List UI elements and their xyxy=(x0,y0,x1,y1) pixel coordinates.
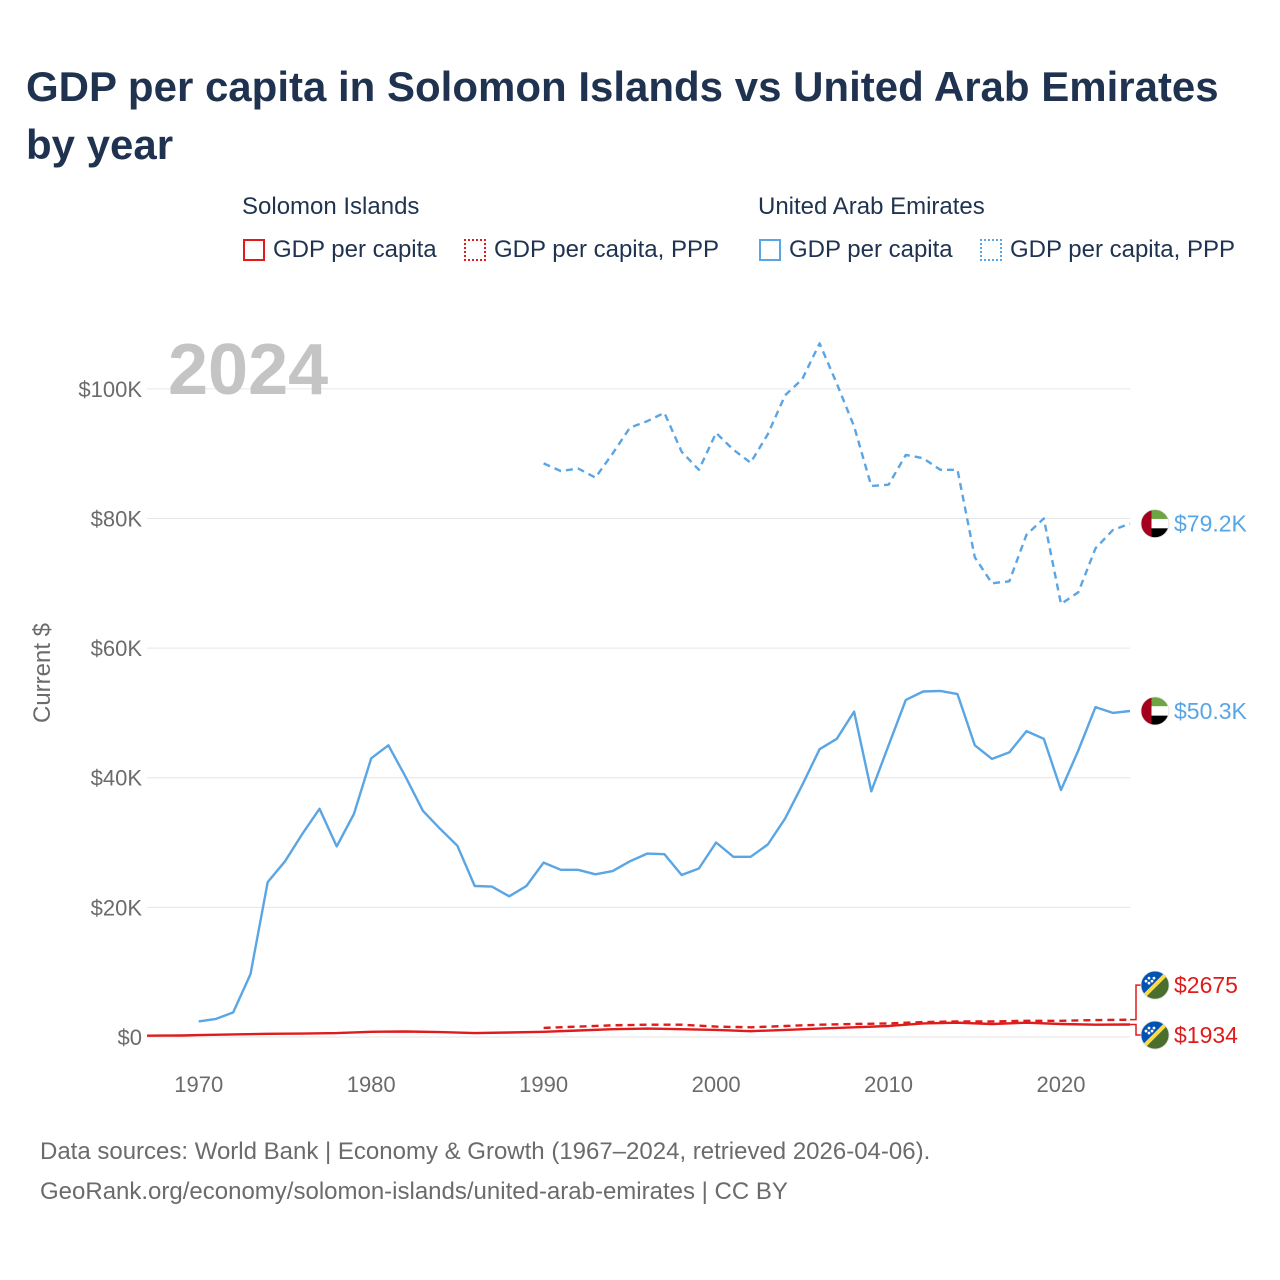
legend-item-solomon-gdp-ppp[interactable]: GDP per capita, PPP xyxy=(464,234,719,266)
series-line[interactable] xyxy=(198,689,1131,1023)
legend-group-solomon-islands: Solomon Islands xyxy=(242,193,420,220)
footer-sources: Data sources: World Bank | Economy & Gro… xyxy=(40,1138,931,1165)
chart-title: GDP per capita in Solomon Islands vs Uni… xyxy=(26,63,1219,168)
x-tick-label: 2000 xyxy=(692,1072,741,1097)
x-axis-ticks: 1970 1980 1990 2000 2010 2020 xyxy=(174,1072,1085,1097)
y-tick-label: $0 xyxy=(118,1025,142,1050)
sb-flag-icon xyxy=(1141,1021,1169,1050)
legend-swatch-solid xyxy=(759,239,781,261)
legend-swatch-dotted xyxy=(464,239,486,261)
legend-swatch-solid xyxy=(243,239,265,261)
sb-flag-icon xyxy=(1141,971,1169,1000)
end-value-label: $1934 xyxy=(1174,1022,1238,1048)
legend-label: GDP per capita xyxy=(273,236,437,263)
uae-flag-icon xyxy=(1141,509,1169,538)
legend-group-uae: United Arab Emirates xyxy=(758,193,985,220)
legend-item-solomon-gdp[interactable]: GDP per capita xyxy=(243,234,437,266)
legend-swatch-dotted xyxy=(980,239,1002,261)
series-line[interactable] xyxy=(543,342,1131,606)
x-tick-label: 1990 xyxy=(519,1072,568,1097)
x-tick-label: 2010 xyxy=(864,1072,913,1097)
y-axis-label: Current $ xyxy=(29,623,56,723)
y-tick-label: $20K xyxy=(91,895,143,920)
uae-flag-icon xyxy=(1141,696,1169,725)
legend-label: GDP per capita, PPP xyxy=(1010,236,1235,263)
y-tick-label: $40K xyxy=(91,766,143,791)
y-tick-label: $100K xyxy=(78,377,142,402)
end-value-label: $2675 xyxy=(1174,972,1238,998)
x-tick-label: 1970 xyxy=(174,1072,223,1097)
y-tick-label: $80K xyxy=(91,506,143,531)
x-tick-label: 2020 xyxy=(1037,1072,1086,1097)
x-tick-label: 1980 xyxy=(347,1072,396,1097)
label-connector xyxy=(1130,1023,1141,1036)
legend-label: GDP per capita, PPP xyxy=(494,236,719,263)
legend-item-uae-gdp-ppp[interactable]: GDP per capita, PPP xyxy=(980,234,1235,266)
end-labels: $79.2K $50.3K $2675 $1934 xyxy=(1130,509,1248,1050)
series-line[interactable] xyxy=(543,1018,1131,1030)
end-value-label: $50.3K xyxy=(1174,698,1248,724)
label-connector xyxy=(1130,984,1141,1021)
year-watermark: 2024 xyxy=(168,330,328,410)
footer-link[interactable]: GeoRank.org/economy/solomon-islands/unit… xyxy=(40,1178,788,1205)
series-lines xyxy=(146,342,1131,1037)
series-line[interactable] xyxy=(146,1021,1131,1037)
y-tick-label: $60K xyxy=(91,636,143,661)
end-value-label: $79.2K xyxy=(1174,511,1248,537)
gridlines xyxy=(147,388,1130,1038)
y-axis-ticks: $0 $20K $40K $60K $80K $100K xyxy=(78,377,142,1050)
legend-item-uae-gdp[interactable]: GDP per capita xyxy=(759,234,953,266)
legend-label: GDP per capita xyxy=(789,236,953,263)
